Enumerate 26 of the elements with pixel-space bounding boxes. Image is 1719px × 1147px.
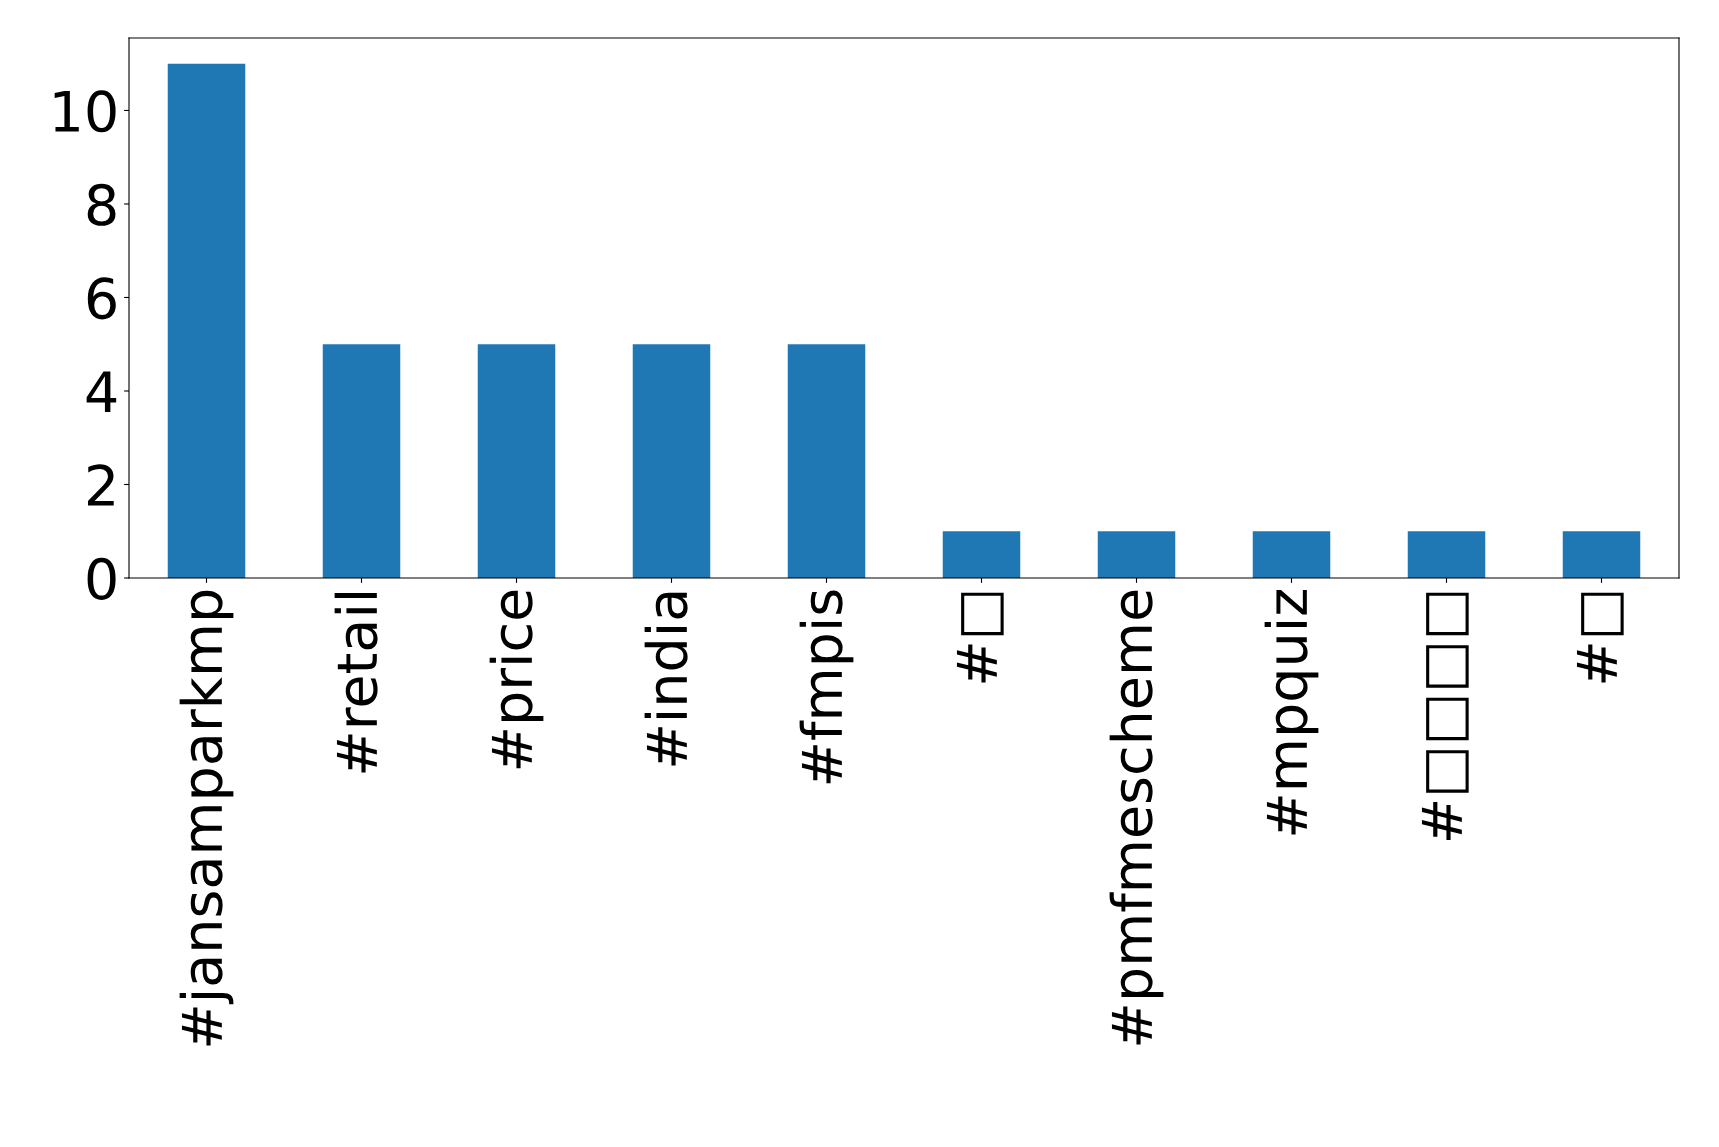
bar bbox=[1252, 531, 1331, 578]
bar bbox=[787, 344, 866, 578]
bar bbox=[1407, 531, 1486, 578]
y-tick-label: 8 bbox=[87, 183, 116, 226]
y-tick-label: 4 bbox=[86, 371, 117, 413]
bar bbox=[1562, 531, 1641, 578]
y-tick-label: 0 bbox=[87, 557, 116, 600]
bar bbox=[322, 344, 401, 578]
bar bbox=[167, 63, 246, 578]
x-tick-label: #price bbox=[489, 590, 544, 769]
x-tick-label: #□□□□ bbox=[1421, 592, 1469, 840]
x-tick-label: #pmfmescheme bbox=[1109, 590, 1164, 1045]
y-tick-label: 2 bbox=[88, 464, 114, 506]
x-tick-label: #india bbox=[644, 592, 688, 766]
x-tick-label: #mpquiz bbox=[1264, 590, 1319, 835]
bar bbox=[632, 344, 711, 578]
y-tick-label: 10 bbox=[54, 90, 116, 133]
bar bbox=[477, 344, 556, 578]
x-tick-label: #□ bbox=[956, 592, 1004, 683]
y-tick-label: 6 bbox=[87, 277, 116, 320]
x-tick-label: #jansamparkmp bbox=[179, 590, 234, 1046]
x-tick-label: #fmpis bbox=[799, 590, 854, 784]
x-tick-label: #retail bbox=[334, 592, 378, 773]
bar bbox=[942, 531, 1021, 578]
bar bbox=[1097, 531, 1176, 578]
x-tick-label: #□ bbox=[1576, 592, 1624, 683]
